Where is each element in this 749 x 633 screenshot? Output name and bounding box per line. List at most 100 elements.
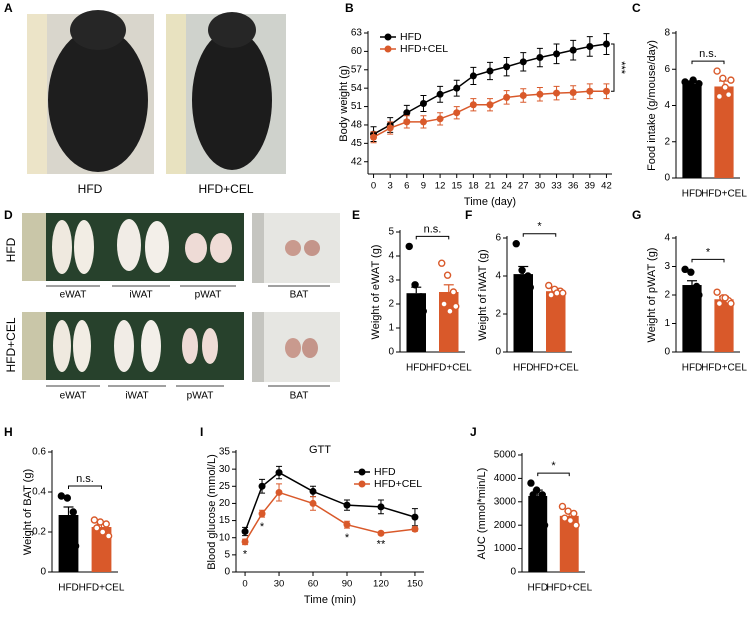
legend-marker [358,468,366,476]
data-point [446,307,454,315]
data-point [532,486,541,494]
x-tick-label: 36 [568,181,579,192]
bracket [611,43,615,92]
x-tick-label: 30 [274,579,285,590]
tissue-label: pWAT [187,391,214,402]
significance-label: ** [377,539,386,551]
y-tick-label: 0.4 [32,487,46,498]
annotation: * [551,460,556,472]
data-point [60,518,68,526]
y-axis-label: Blood glucose (mmol/L) [206,454,218,570]
data-point [687,268,695,276]
y-tick-label: 5 [224,549,230,560]
photo-hfd-cel [166,12,286,174]
y-tick-label: 5 [388,227,394,238]
y-tick-label: 0 [40,567,46,578]
data-point [104,532,113,540]
y-tick-label: 20 [219,498,231,509]
tissue-label: eWAT [60,290,87,301]
marker [370,133,378,141]
legend-label: HFD [374,466,396,478]
panel-letter: B [345,1,354,15]
x-tick-label: 24 [501,181,512,192]
y-tick-label: 0.2 [32,527,46,538]
marker [586,42,594,50]
x-tick-label: HFD+CEL [701,363,747,374]
legend-marker [358,480,366,488]
marker [586,87,594,95]
x-tick-label: HFD+CEL [701,189,747,200]
y-tick-label: 4 [664,233,670,244]
data-point [538,491,546,499]
bar [513,274,533,352]
data-point [520,281,529,290]
x-tick-label: HFD [513,363,534,374]
data-point [514,278,523,286]
marker [469,101,477,109]
panel-letter: H [4,425,13,439]
data-point [721,294,729,302]
x-tick-label: HFD [58,583,79,594]
data-point [715,299,724,308]
data-point [417,293,425,301]
y-tick-label: 0 [510,567,516,578]
y-axis-label: Weight of BAT (g) [22,469,34,555]
bar [406,293,426,352]
data-point [443,271,452,279]
data-point [449,288,458,296]
marker [258,510,266,518]
annotation: *** [615,61,627,75]
x-tick-label: 120 [373,579,389,590]
data-point [721,83,729,92]
x-tick-label: HFD+CEL [546,583,592,594]
x-tick-label: 18 [468,181,479,192]
y-tick-label: 1 [664,318,670,329]
tissue-label: BAT [290,391,309,402]
y-tick-label: 42 [351,156,363,167]
marker [241,538,249,546]
marker [503,63,511,71]
annotation: n.s. [699,48,717,60]
x-tick-label: HFD [527,583,548,594]
bar [714,86,734,178]
legend-label: HFD+CEL [374,478,422,490]
marker [411,513,419,521]
data-point [524,272,532,280]
bar [682,285,702,352]
y-tick-label: 0 [664,173,670,184]
y-tick-label: 6 [664,64,670,75]
bar [58,515,79,572]
data-point [715,92,724,101]
x-tick-label: 39 [585,181,596,192]
y-tick-label: 54 [351,83,363,94]
data-point [727,299,735,308]
marker [377,529,385,537]
data-point [713,67,721,75]
y-tick-label: 63 [351,28,363,39]
marker [519,92,527,100]
y-axis-label: Weight of pWAT (g) [646,248,658,343]
photo-label: HFD+CEL [198,182,253,196]
panel-letter: A [4,1,13,15]
bar [546,291,566,352]
data-point [727,76,735,84]
x-tick-label: HFD [406,363,427,374]
data-point [558,502,567,511]
y-tick-label: 2000 [494,520,517,531]
data-point [695,80,703,88]
tissue-label: BAT [290,290,309,301]
tissue-label: iWAT [129,290,152,301]
y-tick-label: 30 [219,464,231,475]
row-label: HFD+CEL [4,317,18,372]
y-tick-label: 2 [388,299,394,310]
x-tick-label: 90 [342,579,353,590]
x-tick-label: 15 [451,181,462,192]
x-tick-label: 30 [535,181,546,192]
marker [436,90,444,98]
data-point [102,520,110,528]
legend-label: HFD [400,31,422,43]
y-tick-label: 6 [495,233,501,244]
bracket [691,60,725,65]
marker [386,124,394,132]
